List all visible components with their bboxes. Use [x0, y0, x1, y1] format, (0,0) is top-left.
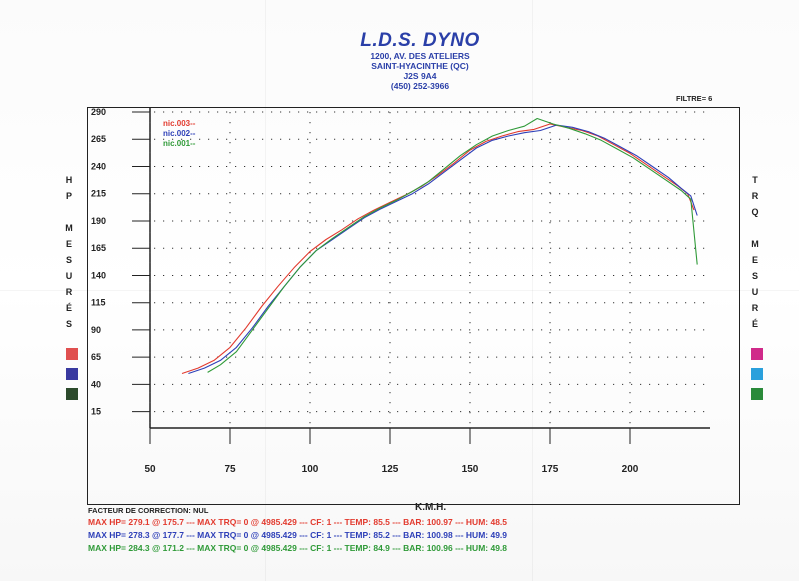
x-tick-label: 75: [224, 464, 236, 475]
x-tick-label: 125: [382, 464, 399, 475]
phone-number: (450) 252-3966: [390, 81, 450, 91]
run-stats-nic003: MAX HP= 279.1 @ 175.7 --- MAX TRQ= 0 @ 4…: [88, 517, 508, 527]
y-tick-label: 165: [91, 243, 106, 253]
y-tick-label: 240: [91, 161, 106, 171]
axis-title-letter: M: [65, 223, 73, 233]
x-tick-label: 100: [302, 464, 319, 475]
left-color-swatch: [66, 368, 78, 380]
left-color-swatch: [66, 348, 78, 360]
series-line-nic002: [188, 124, 698, 375]
address-line-2: SAINT-HYACINTHE (QC): [371, 61, 469, 71]
plot-frame: [87, 107, 740, 505]
y-tick-label: 265: [91, 134, 106, 144]
x-tick-label: 50: [144, 464, 156, 475]
axis-title-letter: U: [751, 287, 759, 297]
right-color-swatch: [751, 388, 763, 400]
dyno-title: L.D.S. DYNO: [360, 30, 480, 51]
axis-title-letter: [748, 220, 762, 236]
axis-title-letter: R: [751, 191, 759, 201]
run-stats-nic001: MAX HP= 284.3 @ 171.2 --- MAX TRQ= 0 @ 4…: [88, 543, 508, 553]
x-tick-label: 200: [622, 464, 639, 475]
postal-code: J2S 9A4: [403, 71, 437, 81]
axis-title-letter: É: [65, 303, 72, 313]
axis-title-letter: É: [751, 319, 758, 329]
paper-fold: [265, 0, 266, 581]
right-color-swatch: [751, 348, 763, 360]
y-tick-label: 190: [91, 216, 106, 226]
axis-title-letter: H: [65, 175, 73, 185]
axis-title-letter: M: [751, 239, 759, 249]
axis-title-letter: E: [65, 239, 72, 249]
left-color-swatch: [66, 388, 78, 400]
y-tick-label: 90: [91, 325, 101, 335]
y-tick-label: 15: [91, 407, 101, 417]
axis-title-letter: Q: [751, 207, 759, 217]
y-tick-label: 115: [91, 298, 106, 308]
x-tick-label: 150: [462, 464, 479, 475]
x-tick-label: 175: [542, 464, 559, 475]
axis-title-letter: P: [65, 191, 72, 201]
right-color-swatch: [751, 368, 763, 380]
legend-entry: nic.002--: [163, 129, 196, 138]
axis-title-letter: S: [65, 319, 72, 329]
filter-setting: FILTRE= 6: [676, 94, 713, 103]
y-tick-label: 40: [91, 379, 101, 389]
y-tick-label: 140: [91, 270, 106, 280]
y-tick-label: 215: [91, 189, 106, 199]
axis-title-letter: E: [751, 255, 758, 265]
axis-title-letter: R: [65, 287, 73, 297]
legend-entry: nic.003--: [163, 119, 196, 128]
axis-title-letter: U: [65, 271, 73, 281]
series-line-nic001: [207, 117, 698, 373]
paper-fold: [532, 0, 533, 581]
axis-title-letter: T: [752, 175, 758, 185]
paper-fold: [0, 290, 799, 291]
axis-title-letter: R: [751, 303, 759, 313]
address-line-1: 1200, AV. DES ATELIERS: [370, 51, 470, 61]
x-axis-label: K.M.H.: [415, 502, 447, 513]
correction-factor: FACTEUR DE CORRECTION: NUL: [88, 506, 209, 515]
series-line-nic003: [181, 123, 695, 375]
axis-title-letter: [62, 204, 76, 220]
axis-title-letter: S: [65, 255, 72, 265]
y-tick-label: 290: [91, 107, 106, 117]
legend-entry: nic.001--: [163, 139, 196, 148]
axis-title-letter: S: [751, 271, 758, 281]
y-tick-label: 65: [91, 352, 101, 362]
run-stats-nic002: MAX HP= 278.3 @ 177.7 --- MAX TRQ= 0 @ 4…: [88, 530, 508, 540]
